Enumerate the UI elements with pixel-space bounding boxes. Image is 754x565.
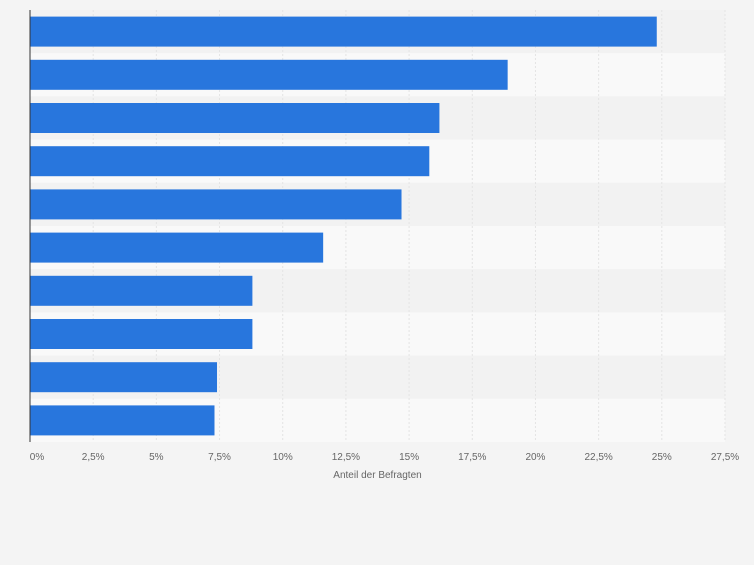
x-tick-labels: 0% 2,5% 5% 7,5% 10% 12,5% 15% 17,5% 20% 22,5% 25% 2… [30,452,740,463]
bars [30,16,657,436]
bar [30,275,253,306]
bar [30,362,218,393]
bar [30,232,324,263]
x-tick-label: 25% [652,452,672,463]
x-tick-label: 15% [399,452,419,463]
bar [30,146,430,177]
x-tick-label: 10% [273,452,293,463]
x-tick-label: 2,5% [82,452,105,463]
x-tick-label: 12,5% [332,452,360,463]
x-tick-label: 7,5% [208,452,231,463]
bar [30,103,440,133]
x-tick-label: 5% [149,452,164,463]
x-axis-title: Anteil der Befragten [333,470,421,481]
x-tick-label: 27,5% [711,452,739,463]
bar [30,319,253,349]
bar [30,405,215,436]
x-tick-label: 22,5% [584,452,612,463]
x-tick-label: 0% [30,452,45,463]
x-tick-label: 17,5% [458,452,486,463]
bar [30,16,657,47]
bar [30,189,402,220]
x-tick-label: 20% [525,452,545,463]
bar [30,59,508,90]
